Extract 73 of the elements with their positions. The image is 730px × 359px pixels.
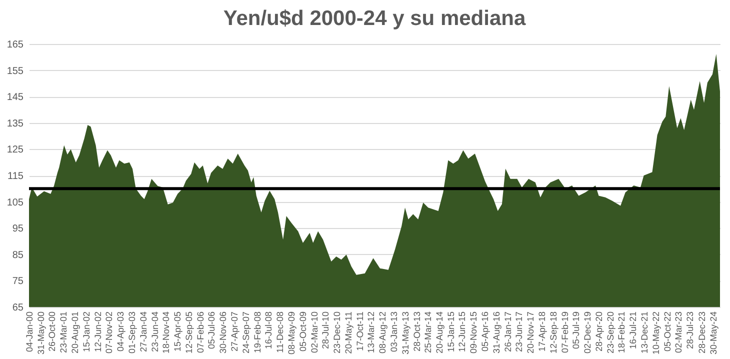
x-tick-label: 07-Nov-02 xyxy=(104,312,114,354)
x-tick-label: 05-Oct-09 xyxy=(298,312,308,352)
x-tick-label: 20-May-11 xyxy=(343,312,354,354)
y-tick-label: 155 xyxy=(6,66,24,77)
x-tick-label: 12-Sep-18 xyxy=(548,312,558,354)
x-tick-label: 26-Oct-00 xyxy=(47,312,58,352)
x-tick-label: 04-Jan-00 xyxy=(24,312,34,352)
y-tick-label: 165 xyxy=(6,40,24,50)
x-tick-label: 28-Apr-20 xyxy=(594,312,604,352)
x-tick-label: 28-Dec-23 xyxy=(696,312,707,354)
y-tick-label: 75 xyxy=(12,276,24,288)
x-tick-label: 04-Apr-03 xyxy=(116,312,126,352)
x-tick-label: 13-Mar-12 xyxy=(366,312,376,354)
x-tick-label: 31-May-00 xyxy=(36,312,46,355)
x-tick-label: 13-Dec-21 xyxy=(640,312,650,354)
y-tick-label: 105 xyxy=(6,197,24,208)
x-tick-label: 05-Jul-06 xyxy=(206,312,217,350)
x-tick-label: 05-Jul-19 xyxy=(571,312,582,350)
x-tick-label: 25-Mar-14 xyxy=(423,312,434,354)
x-tick-label: 17-Oct-11 xyxy=(354,312,365,351)
x-tick-label: 28-Jul-23 xyxy=(685,312,696,350)
x-tick-label: 18-Feb-21 xyxy=(616,312,627,354)
x-tick-label: 02-Mar-10 xyxy=(309,312,320,354)
x-tick-label: 05-Apr-16 xyxy=(480,312,490,352)
x-tick-label: 31-Aug-16 xyxy=(491,312,502,354)
y-tick-label: 145 xyxy=(6,92,24,104)
y-tick-label: 115 xyxy=(8,171,24,182)
chart-title: Yen/u$d 2000-24 y su mediana xyxy=(223,7,526,30)
x-tick-label: 16-Jul-08 xyxy=(264,312,274,350)
x-tick-label: 19-Feb-08 xyxy=(252,312,262,354)
x-tick-label: 28-Jul-10 xyxy=(320,312,331,350)
y-tick-label: 135 xyxy=(6,118,24,130)
x-tick-label: 17-Apr-18 xyxy=(537,312,548,352)
x-tick-label: 15-Jan-15 xyxy=(446,312,456,352)
x-tick-label: 11-Dec-08 xyxy=(275,312,286,353)
x-tick-label: 02-Mar-23 xyxy=(674,312,684,354)
x-tick-label: 23-Sep-20 xyxy=(605,312,616,354)
x-tick-label: 27-Apr-07 xyxy=(229,312,240,352)
x-tick-label: 16-Jul-21 xyxy=(628,312,638,350)
x-tick-label: 27-Jan-04 xyxy=(138,312,148,352)
x-tick-label: 30-May-24 xyxy=(708,312,719,355)
x-tick-label: 24-Sep-07 xyxy=(240,312,251,354)
x-tick-label: 09-Nov-15 xyxy=(468,312,479,354)
x-tick-label: 23-Mar-01 xyxy=(58,312,69,354)
y-tick-label: 85 xyxy=(12,250,24,261)
x-tick-label: 12-Jun-15 xyxy=(457,312,468,352)
x-tick-label: 23-Jun-17 xyxy=(514,312,524,352)
x-tick-label: 08-May-09 xyxy=(286,312,296,355)
x-tick-label: 05-Oct-22 xyxy=(662,312,672,352)
x-tick-label: 20-Aug-14 xyxy=(434,312,445,354)
x-tick-label: 02-Dec-19 xyxy=(582,312,593,354)
x-tick-label: 15-Apr-05 xyxy=(172,312,182,352)
x-tick-label: 20-Nov-17 xyxy=(526,312,536,354)
x-tick-label: 31-May-13 xyxy=(400,312,410,355)
x-tick-label: 28-Oct-13 xyxy=(412,312,422,352)
y-tick-label: 65 xyxy=(12,302,24,314)
y-tick-label: 125 xyxy=(6,144,24,156)
x-tick-label: 20-Aug-01 xyxy=(70,312,80,354)
x-tick-label: 30-Nov-06 xyxy=(218,312,228,354)
x-tick-label: 26-Jan-17 xyxy=(502,312,513,352)
x-tick-label: 12-Jun-02 xyxy=(92,312,103,352)
x-tick-label: 23-Dec-10 xyxy=(332,312,342,354)
x-tick-label: 12-Sep-05 xyxy=(184,312,194,354)
x-tick-label: 10-May-22 xyxy=(650,312,661,355)
x-tick-label: 08-Aug-12 xyxy=(378,312,388,354)
x-tick-label: 01-Sep-03 xyxy=(127,312,138,354)
x-tick-label: 03-Jan-13 xyxy=(388,312,399,352)
x-tick-label: 07-Feb-06 xyxy=(195,312,206,354)
y-tick-label: 95 xyxy=(12,224,24,235)
x-tick-label: 15-Jan-02 xyxy=(81,312,92,352)
x-tick-label: 18-Nov-04 xyxy=(161,312,172,354)
x-tick-label: 07-Feb-19 xyxy=(560,312,570,354)
x-tick-label: 23-Jun-04 xyxy=(150,312,160,352)
